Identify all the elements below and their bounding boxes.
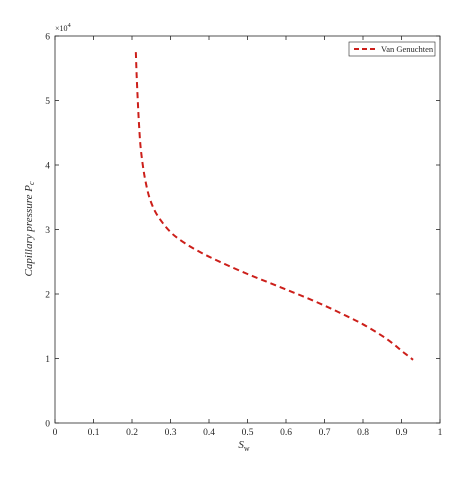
y-tick-label: 1 bbox=[45, 355, 50, 365]
x-tick-label: 0.5 bbox=[242, 428, 254, 438]
y-tick-label: 0 bbox=[45, 420, 50, 430]
y-tick-label: 4 bbox=[45, 162, 50, 172]
y-exponent: ×104 bbox=[55, 22, 72, 33]
x-axis-label-main: S bbox=[238, 439, 244, 451]
x-tick-label: 0.4 bbox=[203, 428, 215, 438]
curve-layer bbox=[134, 52, 414, 361]
plot-frame bbox=[54, 35, 441, 424]
x-tick-label: 0.9 bbox=[396, 428, 408, 438]
y-tick-label: 2 bbox=[45, 291, 50, 301]
x-tick-label: 1 bbox=[438, 428, 443, 438]
y-tick-label: 3 bbox=[45, 226, 50, 236]
y-exponent-base: ×10 bbox=[55, 24, 68, 33]
y-exponent-power: 4 bbox=[68, 22, 72, 29]
x-tick-label: 0.1 bbox=[88, 428, 100, 438]
x-tick-label: 0.3 bbox=[165, 428, 177, 438]
y-tick-label: 6 bbox=[45, 33, 50, 43]
plot-area bbox=[55, 36, 440, 423]
legend-label-van-genuchten: Van Genuchten bbox=[381, 44, 434, 54]
x-tick-label: 0.7 bbox=[319, 428, 331, 438]
series-line-van-genuchten bbox=[134, 52, 414, 361]
y-axis-label-sub: c bbox=[27, 181, 36, 185]
y-axis-label: Capillary pressure Pc bbox=[23, 181, 36, 276]
legend: Van Genuchten bbox=[348, 41, 436, 57]
x-axis-label: Sw bbox=[238, 439, 250, 453]
y-tick-label: 5 bbox=[45, 97, 50, 107]
tick-layer: 0 0.1 0.2 0.3 0.4 0.5 0.6 0.7 0.8 0.9 1 0 1 2 3 4 5 6 bbox=[45, 33, 442, 439]
legend-box bbox=[348, 41, 436, 57]
x-tick-label: 0.6 bbox=[280, 428, 292, 438]
y-axis-label-main: Capillary pressure P bbox=[23, 185, 35, 277]
x-tick-label: 0.8 bbox=[357, 428, 369, 438]
x-axis-label-sub: w bbox=[244, 444, 250, 453]
x-tick-label: 0 bbox=[53, 428, 58, 438]
x-tick-label: 0.2 bbox=[126, 428, 138, 438]
